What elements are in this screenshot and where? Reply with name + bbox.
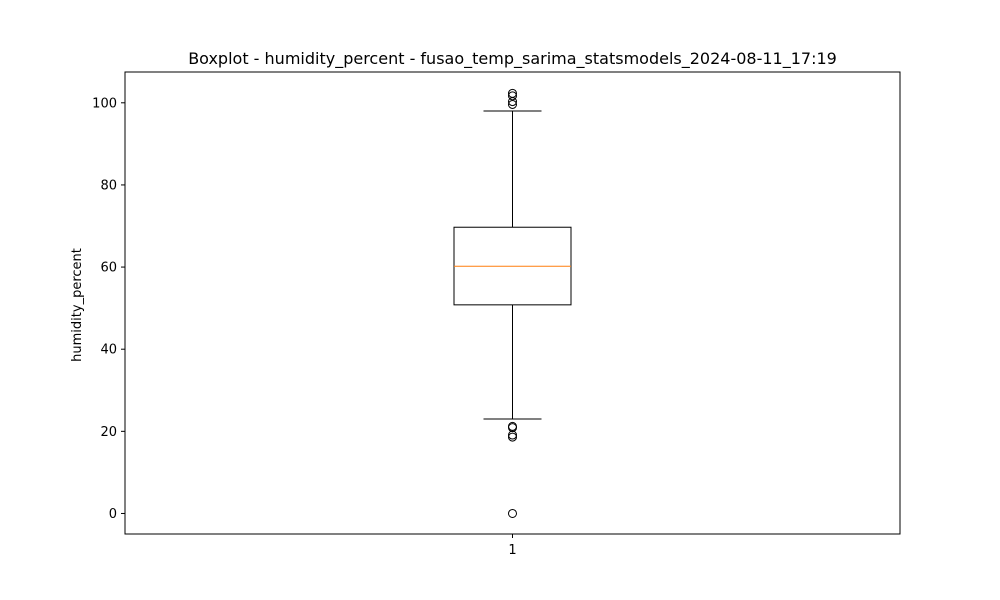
outlier-point [508, 91, 517, 101]
outlier-point [508, 423, 517, 433]
outlier-point [508, 99, 517, 109]
y-tick-label: 100 [92, 96, 117, 111]
outlier-point [508, 430, 517, 440]
chart-title: Boxplot - humidity_percent - fusao_temp_… [188, 49, 837, 69]
y-tick-label: 60 [100, 261, 117, 276]
x-tick-label: 1 [508, 543, 516, 558]
y-tick-label: 80 [100, 178, 117, 193]
y-tick-label: 20 [100, 425, 117, 440]
outlier-point [508, 508, 517, 518]
axes: 0 20 40 60 80 100 1 [92, 71, 901, 558]
y-tick-label: 40 [100, 343, 117, 358]
y-tick-label: 0 [109, 507, 117, 522]
outlier-point [508, 432, 517, 442]
plot-area [453, 88, 572, 518]
y-axis-label: humidity_percent [70, 248, 85, 362]
outlier-point [508, 97, 517, 107]
